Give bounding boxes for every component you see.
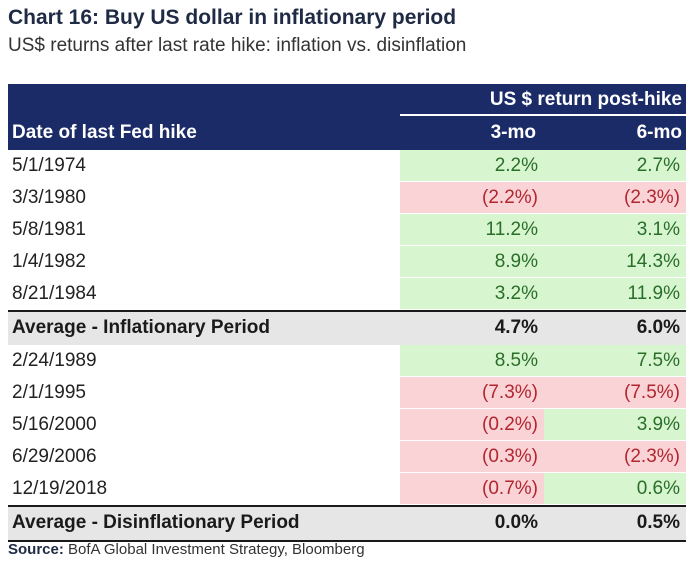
group-header-underline [400,114,686,116]
average-6mo-value: 6.0% [636,317,680,338]
row-date: 12/19/2018 [12,478,108,499]
row-3mo-value: (0.2%) [400,409,544,440]
row-6mo-value: 11.9% [544,278,686,309]
row-date: 6/29/2006 [12,446,97,467]
row-3mo-value: 2.2% [400,150,544,181]
row-6mo-value: 2.7% [544,150,686,181]
chart-title: Chart 16: Buy US dollar in inflationary … [8,6,457,29]
row-3mo-value: 8.9% [400,246,544,277]
row-date: 8/21/1984 [12,283,97,304]
table-row: 2/1/1995 (7.3%) (7.5%) [8,377,686,409]
table-row: 1/4/1982 8.9% 14.3% [8,246,686,278]
row-3mo-value: 11.2% [400,214,544,245]
row-date: 2/1/1995 [12,382,86,403]
row-date: 5/1/1974 [12,155,86,176]
disinflationary-rows: 2/24/1989 8.5% 7.5% 2/1/1995 (7.3%) (7.5%) 5/1… [8,345,686,505]
row-6mo-value: 7.5% [544,345,686,376]
row-6mo-value: 3.9% [544,409,686,440]
chart-subtitle: US$ returns after last rate hike: inflat… [8,35,467,56]
row-3mo-value: 8.5% [400,345,544,376]
table-row: 12/19/2018 (0.7%) 0.6% [8,473,686,505]
source-label: Source: [8,541,64,558]
row-6mo-value: 3.1% [544,214,686,245]
table-row: 5/16/2000 (0.2%) 3.9% [8,409,686,441]
row-6mo-value: (2.3%) [544,441,686,472]
row-3mo-value: (0.7%) [400,473,544,504]
average-6mo-value: 0.5% [636,512,680,533]
row-date: 1/4/1982 [12,251,86,272]
average-3mo-value: 0.0% [494,512,538,533]
row-date: 5/8/1981 [12,219,86,240]
table-group-header: US $ return post-hike [8,84,686,118]
disinflationary-average-row: Average - Disinflationary Period 0.0% 0.… [8,505,686,542]
group-header-label: US $ return post-hike [489,89,682,110]
row-3mo-value: (2.2%) [400,182,544,213]
row-6mo-value: (7.5%) [544,377,686,408]
table-column-header: Date of last Fed hike 3-mo 6-mo [8,118,686,150]
returns-table: US $ return post-hike Date of last Fed h… [8,84,686,542]
row-6mo-value: 14.3% [544,246,686,277]
row-date: 2/24/1989 [12,350,97,371]
column-header-3mo: 3-mo [490,122,536,143]
column-header-6mo: 6-mo [636,122,682,143]
average-3mo-value: 4.7% [494,317,538,338]
average-label: Average - Inflationary Period [12,317,270,338]
source-text: BofA Global Investment Strategy, Bloombe… [68,541,365,558]
inflationary-rows: 5/1/1974 2.2% 2.7% 3/3/1980 (2.2%) (2.3%) 5/8/… [8,150,686,310]
table-row: 8/21/1984 3.2% 11.9% [8,278,686,310]
column-header-date: Date of last Fed hike [12,122,197,143]
row-3mo-value: (0.3%) [400,441,544,472]
table-row: 6/29/2006 (0.3%) (2.3%) [8,441,686,473]
row-date: 5/16/2000 [12,414,97,435]
row-date: 3/3/1980 [12,187,86,208]
row-3mo-value: 3.2% [400,278,544,309]
table-row: 5/8/1981 11.2% 3.1% [8,214,686,246]
table-row: 2/24/1989 8.5% 7.5% [8,345,686,377]
table-row: 5/1/1974 2.2% 2.7% [8,150,686,182]
average-label: Average - Disinflationary Period [12,512,300,533]
source-note: Source: BofA Global Investment Strategy,… [8,541,365,558]
row-6mo-value: (2.3%) [544,182,686,213]
row-6mo-value: 0.6% [544,473,686,504]
table-row: 3/3/1980 (2.2%) (2.3%) [8,182,686,214]
row-3mo-value: (7.3%) [400,377,544,408]
inflationary-average-row: Average - Inflationary Period 4.7% 6.0% [8,310,686,345]
